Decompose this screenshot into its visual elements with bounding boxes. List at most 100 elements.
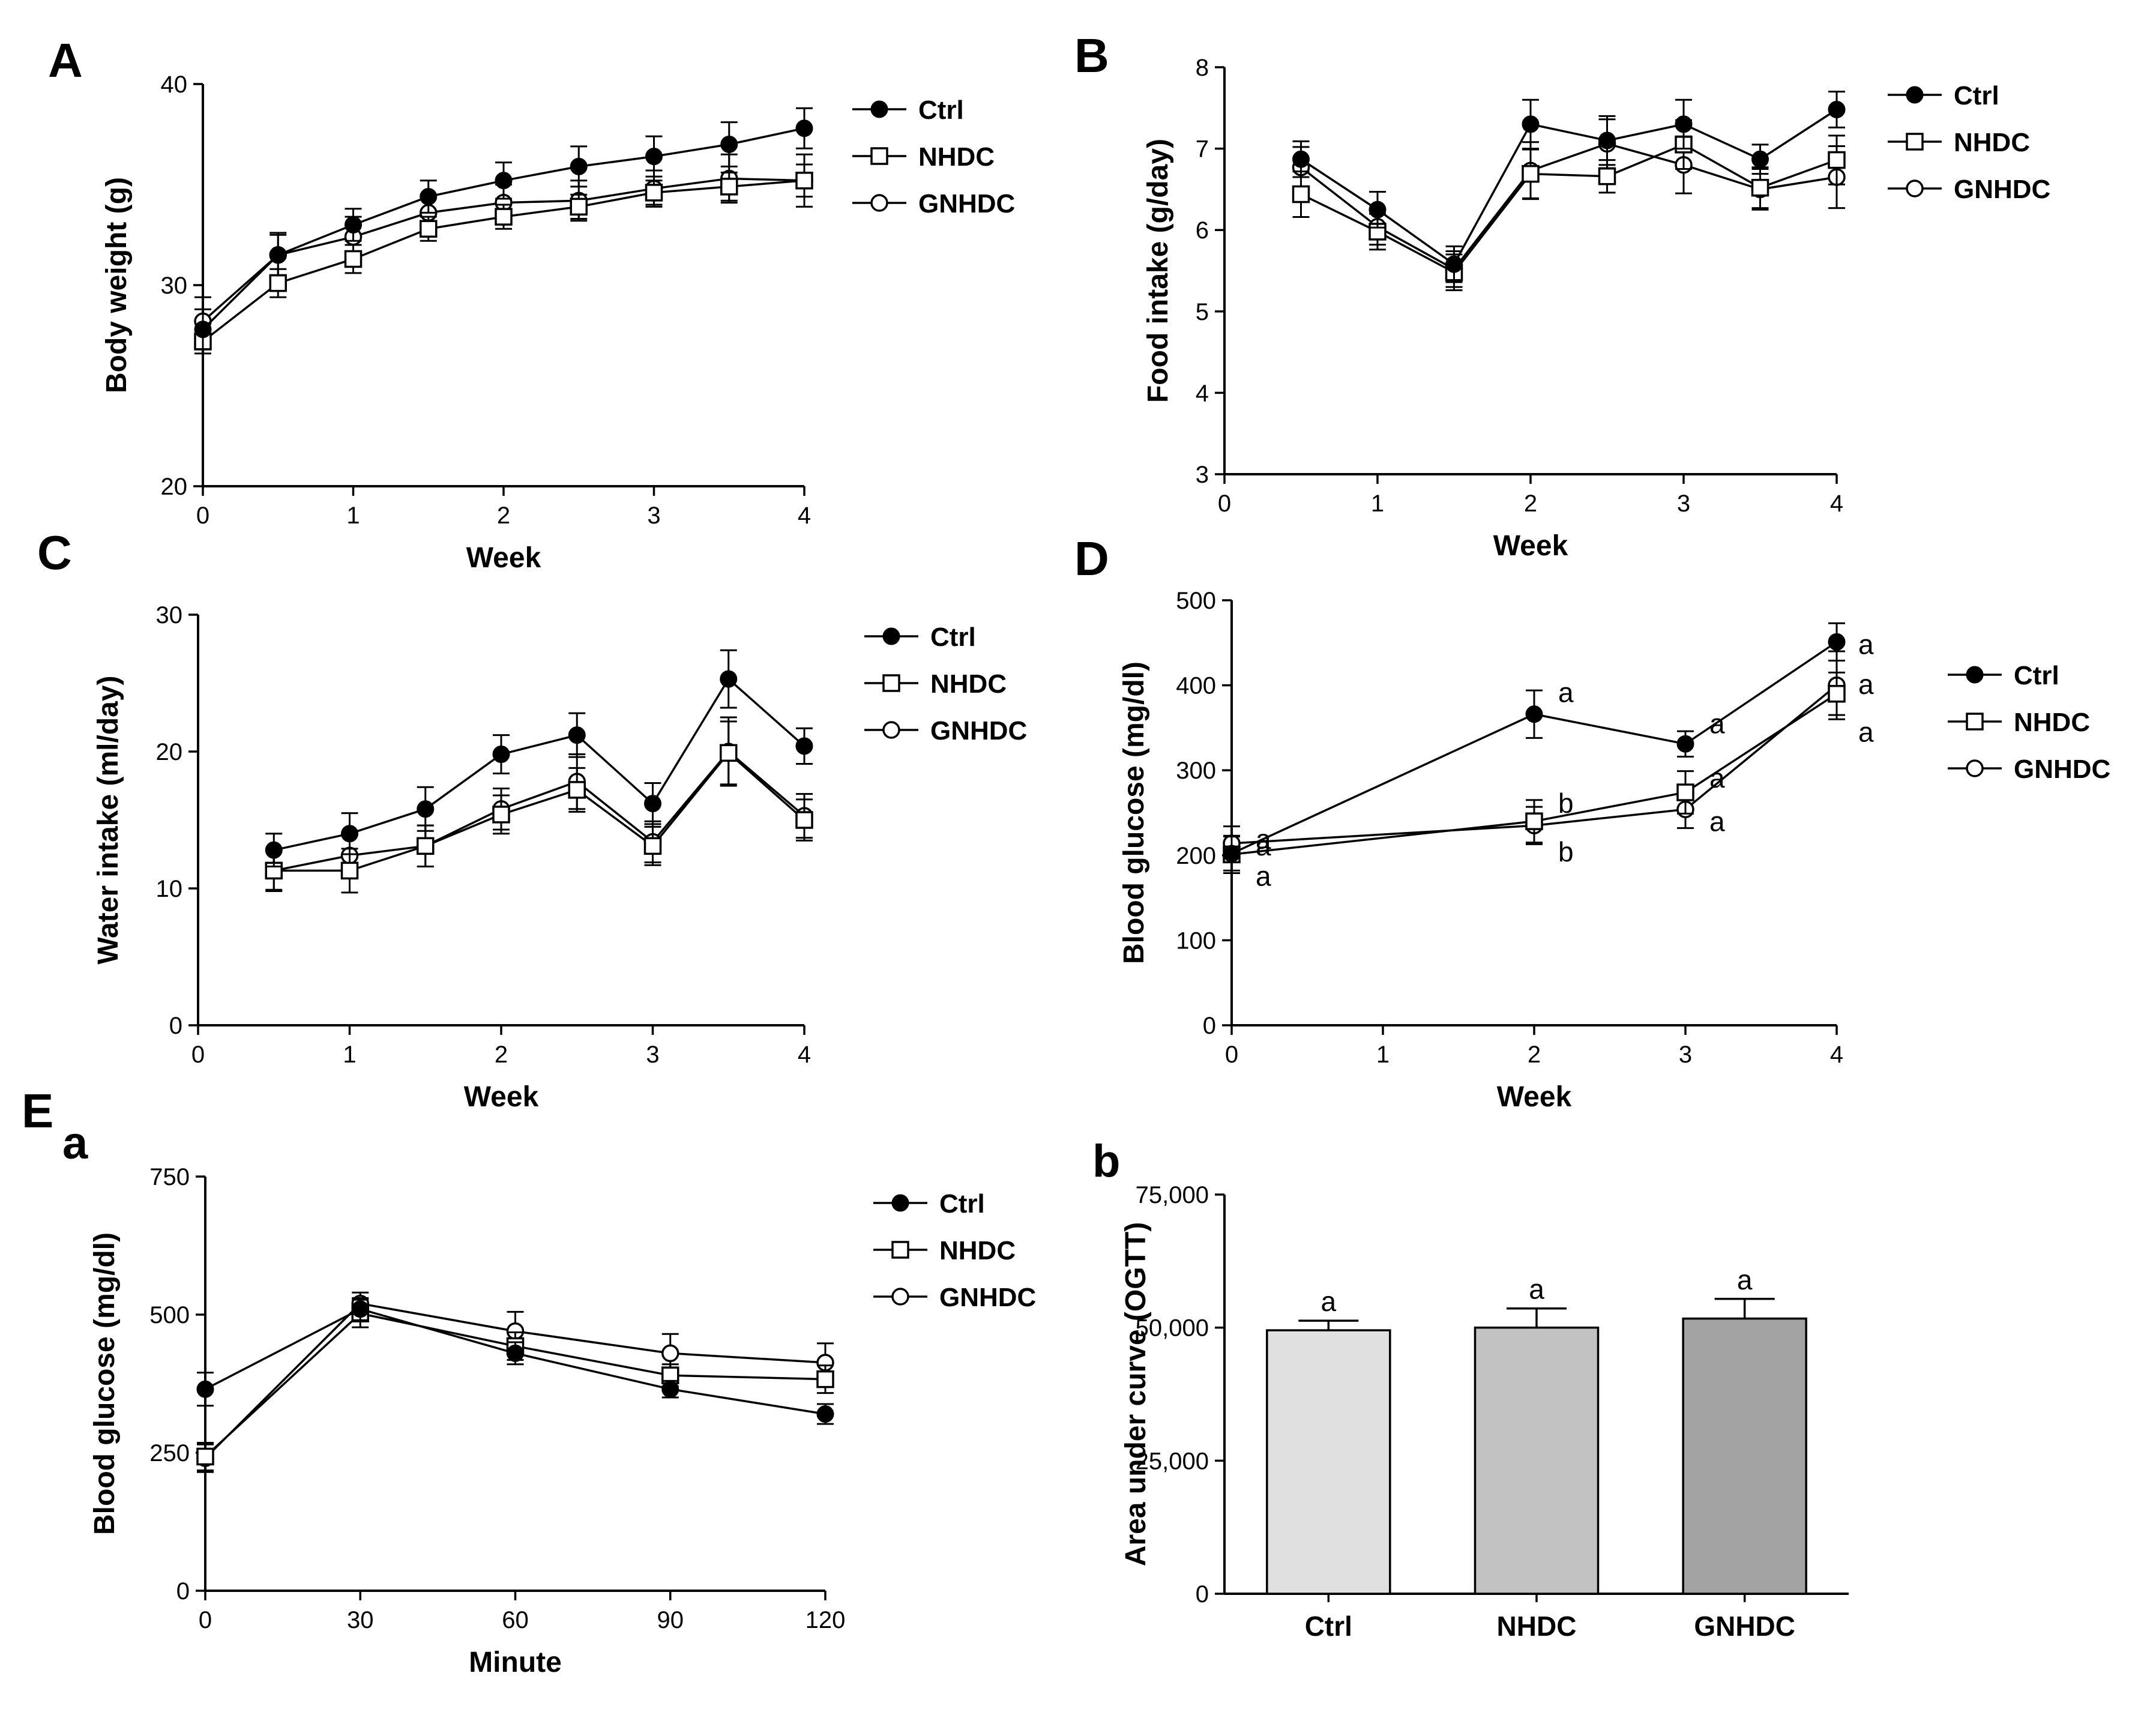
data-point [1675, 115, 1693, 133]
x-category-label: NHDC [1497, 1611, 1577, 1642]
chart-water-intake: 0 1 2 3 4 0 10 20 30 Week Water intake (ml/day) Ctr… [92, 602, 1027, 1113]
y-axis-title: Food intake (g/day) [1142, 139, 1174, 403]
y-tick-label: 20 [156, 739, 183, 765]
legend-item-nhdc: NHDC [1948, 708, 2090, 737]
legend-item-gnhdc: GNHDC [1948, 755, 2110, 784]
data-point [570, 157, 588, 175]
data-point [420, 188, 438, 206]
data-point [720, 670, 738, 688]
bar [1474, 1326, 1600, 1595]
series-line [1231, 640, 1837, 855]
legend-item-ctrl: Ctrl [864, 622, 976, 652]
data-point [816, 1370, 834, 1388]
data-point [495, 172, 513, 190]
x-tick-label: 0 [199, 1607, 212, 1633]
legend-marker [882, 627, 900, 645]
data-point [196, 1447, 214, 1466]
x-tick-label: 3 [1677, 490, 1690, 517]
x-axis-title: Week [466, 542, 541, 574]
y-tick-label: 0 [1203, 1013, 1216, 1039]
series-line [273, 750, 805, 872]
x-tick-label: 0 [1225, 1041, 1238, 1068]
data-point [1828, 151, 1846, 169]
data-point [417, 837, 435, 855]
y-tick-label: 250 [149, 1440, 190, 1466]
chart-blood-glucose-weekly: 0 1 2 3 4 0 100 200 300 400 500 Week Blood glucose (… [1118, 588, 2110, 1113]
data-point [645, 184, 663, 202]
y-axis-title: Blood glucose (mg/dl) [89, 1232, 121, 1535]
legend-label: Ctrl [939, 1189, 985, 1219]
significance-label: a [1256, 860, 1271, 891]
data-point [1828, 101, 1846, 119]
series-ctrl [194, 107, 813, 351]
legend-label: Ctrl [930, 622, 976, 652]
data-point [1522, 115, 1540, 133]
series-line [1300, 142, 1837, 271]
data-point [1751, 150, 1769, 168]
data-point [1598, 167, 1616, 185]
y-tick-label: 750 [149, 1164, 190, 1190]
data-point [568, 781, 586, 799]
significance-label: a [1529, 1274, 1544, 1305]
series-line [1300, 143, 1837, 274]
data-point [495, 208, 513, 226]
panel-letter-ea: a [62, 1118, 88, 1169]
x-tick-label: 2 [1524, 490, 1537, 517]
series-ctrl [1292, 91, 1846, 283]
data-point [645, 148, 663, 166]
y-tick-label: 10 [156, 876, 183, 902]
bar-group-nhdc: a NHDC [1474, 1274, 1600, 1642]
data-point [1828, 685, 1846, 703]
y-tick-label: 30 [156, 602, 183, 628]
data-point [720, 136, 738, 153]
x-tick-label: 30 [347, 1607, 374, 1633]
data-point [420, 220, 438, 238]
y-tick-label: 400 [1176, 673, 1216, 699]
chart-ogtt-glucose: 0 30 60 90 120 0 250 500 750 Minute Blood glucose … [89, 1164, 1036, 1678]
significance-label: a [1256, 824, 1271, 855]
x-tick-label: 90 [657, 1607, 684, 1633]
legend-label: NHDC [930, 669, 1007, 699]
legend-marker [870, 147, 888, 165]
data-point [194, 321, 212, 339]
y-axis-title: Water intake (ml/day) [92, 675, 124, 964]
x-tick-label: 1 [346, 502, 360, 529]
data-point [720, 744, 738, 762]
x-tick-label: 2 [495, 1041, 508, 1068]
y-tick-label: 20 [161, 474, 188, 500]
series-line [1231, 693, 1837, 856]
legend-item-nhdc: NHDC [1888, 128, 2030, 157]
legend-label: NHDC [918, 142, 995, 172]
legend-marker [1966, 713, 1984, 731]
panel-letter-a: A [48, 34, 83, 87]
data-point [341, 825, 358, 843]
panel-letter-c: C [37, 526, 72, 579]
chart-food-intake: 0 1 2 3 4 3 4 5 6 7 8 Week Food intake (g/day) Ctrl NH… [1142, 55, 2050, 562]
y-axis-title: Body weight (g) [101, 177, 133, 393]
y-tick-label: 0 [1196, 1581, 1209, 1608]
legend-label: NHDC [939, 1236, 1016, 1265]
legend-label: GNHDC [939, 1283, 1036, 1312]
y-tick-label: 6 [1196, 217, 1209, 244]
x-tick-label: 3 [647, 502, 660, 529]
data-point [340, 861, 359, 880]
series-nhdc [194, 163, 813, 355]
legend-item-gnhdc: GNHDC [864, 716, 1027, 746]
significance-label: a [1737, 1264, 1753, 1295]
x-tick-label: 4 [798, 502, 811, 529]
series-line [273, 677, 805, 851]
panel-letter-b: B [1074, 29, 1109, 82]
x-category-label: GNHDC [1694, 1611, 1795, 1642]
legend-marker [1966, 666, 1984, 684]
data-point [795, 811, 813, 829]
data-point [1223, 845, 1241, 863]
data-point [1292, 150, 1310, 168]
x-tick-label: 4 [798, 1041, 811, 1068]
significance-label: a [1858, 628, 1874, 660]
x-tick-label: 0 [191, 1041, 205, 1068]
x-axis-title: Week [464, 1081, 539, 1113]
legend-item-ctrl: Ctrl [873, 1189, 985, 1219]
legend-marker [882, 721, 900, 739]
legend-item-ctrl: Ctrl [852, 95, 964, 125]
y-tick-label: 200 [1176, 843, 1216, 869]
